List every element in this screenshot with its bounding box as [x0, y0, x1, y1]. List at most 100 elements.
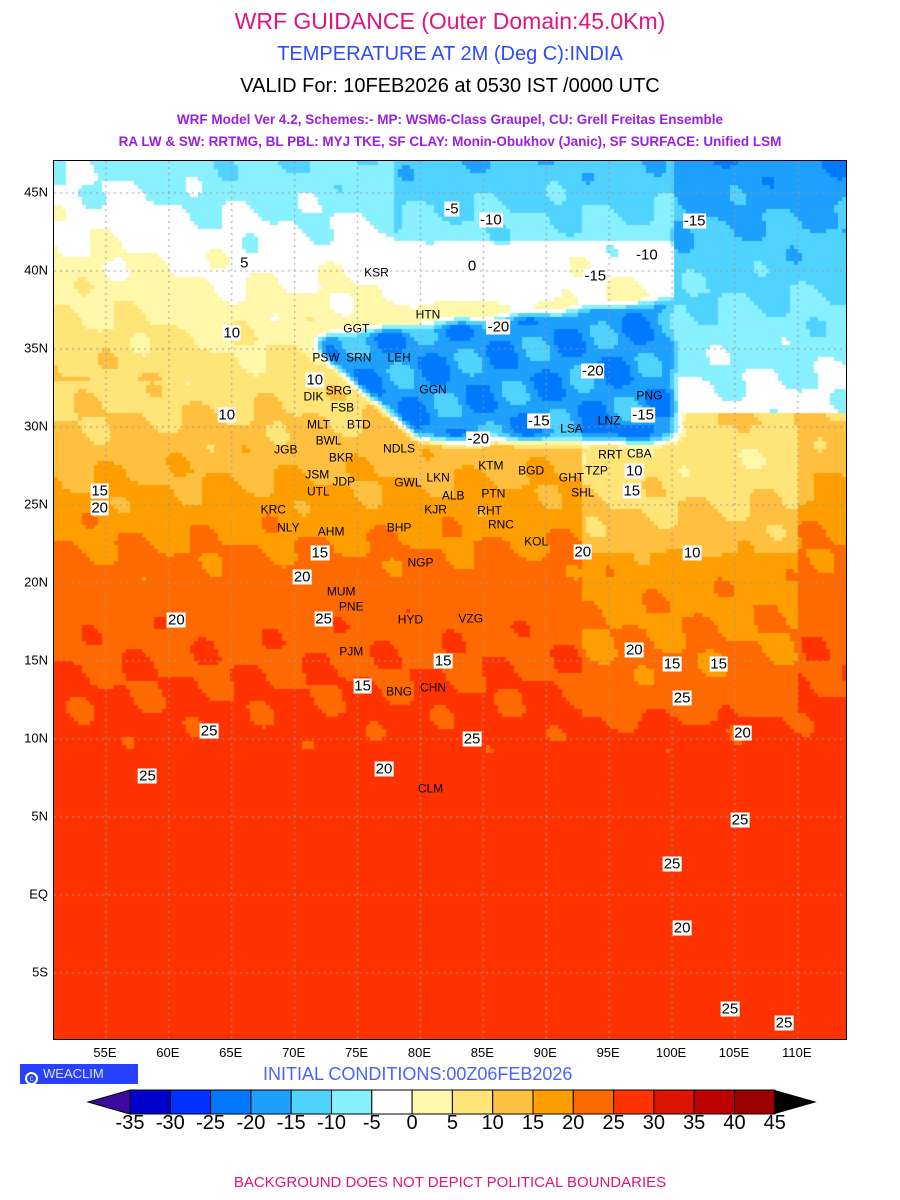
- contour-label: -20: [486, 318, 511, 336]
- lat-tick-label: 5N: [31, 808, 48, 824]
- valid-time: VALID For: 10FEB2026 at 0530 IST /0000 U…: [240, 75, 660, 97]
- lon-tick-label: 105E: [718, 1045, 750, 1060]
- contour-label: -20: [580, 362, 605, 380]
- station-label-psw: PSW: [312, 350, 340, 365]
- lon-tick-label: 75E: [344, 1045, 369, 1060]
- colorbar-label: -25: [196, 1112, 226, 1134]
- station-label-bwl: BWL: [315, 433, 342, 448]
- contour-label: -15: [526, 412, 551, 430]
- station-label-bkr: BKR: [328, 450, 354, 464]
- boundary-disclaimer: BACKGROUND DOES NOT DEPICT POLITICAL BOU…: [233, 1174, 667, 1191]
- contour-label: 25: [730, 811, 750, 829]
- lon-tick-label: 110E: [782, 1045, 812, 1060]
- colorbar-label: 20: [562, 1112, 585, 1134]
- station-label-nly: NLY: [277, 520, 300, 535]
- colorbar-boxes: [86, 1089, 817, 1115]
- contour-label: 10: [222, 324, 242, 342]
- lon-tick-label: 60E: [156, 1045, 180, 1060]
- model-info-line-2: RA LW & SW: RRTMG, BL PBL: MYJ TKE, SF C…: [118, 134, 782, 149]
- contour-label: 0: [466, 257, 478, 275]
- station-label-pne: PNE: [338, 599, 364, 614]
- station-label-vzg: VZG: [458, 611, 484, 626]
- lat-tick-label: 35N: [24, 340, 48, 356]
- contour-label: 10: [305, 371, 325, 389]
- station-label-png: PNG: [636, 388, 663, 403]
- contour-label: 25: [672, 689, 692, 707]
- lat-tick-label: 20N: [24, 574, 48, 590]
- contour-label: 25: [199, 722, 219, 740]
- lon-tick-label: 55E: [93, 1045, 117, 1060]
- weaclim-logo: c WEACLIM: [20, 1064, 138, 1085]
- colorbar-label: -5: [362, 1112, 381, 1134]
- colorbar-label: 0: [406, 1112, 418, 1134]
- station-label-bng: BNG: [386, 684, 413, 699]
- lat-tick-label: 45N: [24, 184, 48, 200]
- station-label-ksr: KSR: [364, 265, 389, 280]
- colorbar-swatch: [734, 1089, 776, 1115]
- station-label-utl: UTL: [306, 484, 330, 499]
- colorbar-swatch: [411, 1089, 453, 1115]
- station-label-ght: GHT: [558, 470, 585, 485]
- colorbar-swatch: [653, 1089, 695, 1115]
- colorbar-label: -30: [155, 1112, 185, 1134]
- station-label-srg: SRG: [325, 383, 352, 398]
- station-label-bgd: BGD: [518, 463, 545, 478]
- contour-label: 15: [433, 652, 453, 670]
- contour-label: -15: [583, 267, 608, 285]
- colorbar-label: 30: [642, 1112, 666, 1134]
- station-label-jgb: JGB: [274, 442, 298, 457]
- colorbar-swatch: [371, 1089, 413, 1115]
- contour-label: 15: [709, 655, 728, 673]
- station-label-mum: MUM: [326, 584, 356, 599]
- temperature-field: [54, 161, 846, 1039]
- station-label-ndls: NDLS: [383, 441, 416, 456]
- lon-tick-label: 95E: [596, 1045, 620, 1060]
- contour-label: 25: [314, 610, 333, 628]
- figure-subtitle: TEMPERATURE AT 2M (Deg C):INDIA: [277, 43, 623, 65]
- station-label-pjm: PJM: [339, 644, 364, 659]
- colorbar-label: 45: [763, 1112, 786, 1134]
- station-label-cba: CBA: [627, 446, 652, 461]
- colorbar-label: 40: [723, 1112, 746, 1134]
- lon-tick-label: 70E: [282, 1045, 306, 1060]
- lat-tick-label: 30N: [24, 418, 48, 434]
- logo-text: WEACLIM: [43, 1066, 104, 1081]
- colorbar-swatch: [129, 1089, 171, 1115]
- station-label-rrt: RRT: [598, 447, 623, 462]
- contour-label: -10: [479, 211, 503, 228]
- contour-label: 10: [217, 406, 237, 423]
- station-label-ktm: KTM: [478, 458, 504, 473]
- colorbar-min-arrow: [86, 1089, 131, 1115]
- colorbar-swatch: [331, 1089, 373, 1115]
- contour-label: 25: [662, 855, 682, 873]
- colorbar-swatch: [572, 1089, 615, 1115]
- station-label-ngp: NGP: [407, 555, 434, 570]
- station-label-dik: DIK: [303, 389, 324, 404]
- temperature-map: -15 -10 -5 -10 -15 -20 -20 -15 -20 -15 0 5 10 10 10 15 2…: [53, 160, 847, 1040]
- contour-label: 15: [622, 482, 642, 500]
- contour-label: 10: [624, 462, 644, 480]
- station-label-htn: HTN: [415, 307, 441, 322]
- contour-label: -20: [466, 430, 491, 448]
- contour-label: -15: [631, 406, 655, 423]
- contour-label: 5: [239, 254, 250, 272]
- station-label-ggt: GGT: [343, 321, 370, 336]
- station-label-hyd: HYD: [397, 612, 424, 627]
- contour-label: -15: [682, 212, 707, 230]
- contour-label: 20: [733, 724, 752, 742]
- lat-tick-label: 15N: [24, 652, 48, 668]
- station-label-ggn: GGN: [419, 382, 447, 397]
- contour-label: 25: [774, 1014, 794, 1032]
- station-label-ptn: PTN: [481, 486, 506, 501]
- station-label-shl: SHL: [571, 485, 595, 500]
- station-label-clm: CLM: [417, 781, 444, 796]
- model-info-line-1: WRF Model Ver 4.2, Schemes:- MP: WSM6-Cl…: [176, 112, 724, 127]
- lon-tick-label: 80E: [407, 1045, 432, 1060]
- colorbar-label: -10: [317, 1112, 346, 1134]
- station-label-fsb: FSB: [330, 400, 355, 415]
- figure-title: WRF GUIDANCE (Outer Domain:45.0Km): [234, 8, 666, 34]
- contour-label: 20: [573, 543, 593, 561]
- contour-label: 15: [90, 482, 109, 500]
- colorbar-label: 15: [521, 1112, 545, 1134]
